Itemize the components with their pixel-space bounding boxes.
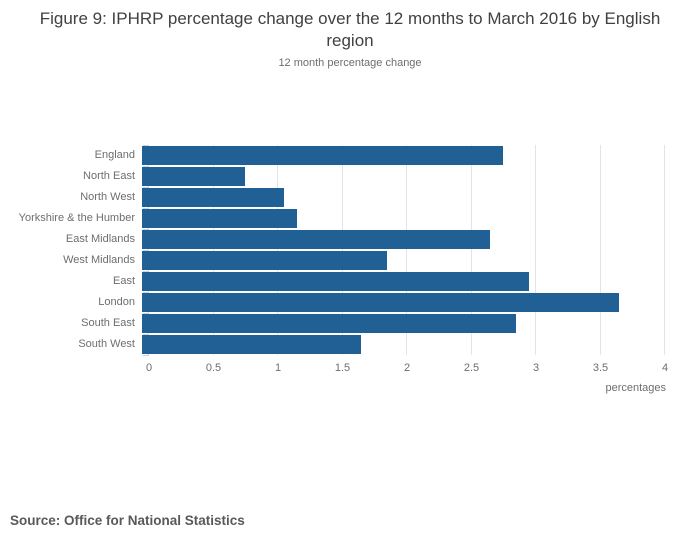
bar-track — [142, 208, 658, 229]
bar-row: South West — [0, 334, 700, 355]
gridline — [470, 145, 472, 355]
bar-track — [142, 250, 658, 271]
plot-area: England North East North West Yorkshire & t… — [0, 145, 700, 356]
bar-track — [142, 229, 658, 250]
y-axis-tick — [143, 313, 149, 314]
y-axis-tick — [143, 334, 149, 335]
chart-subtitle: 12 month percentage change — [278, 57, 422, 69]
category-label: East Midlands — [65, 233, 135, 245]
x-axis-tick-label: 3.5 — [592, 362, 609, 374]
bar — [142, 146, 504, 165]
y-axis-tick — [143, 208, 149, 209]
y-axis-tick — [143, 271, 149, 272]
category-label: East — [112, 275, 135, 287]
bar-row: East — [0, 271, 700, 292]
y-axis-tick — [143, 250, 149, 251]
category-label: North East — [83, 170, 135, 182]
x-axis-tick-label: 2.5 — [463, 362, 480, 374]
y-axis-tick — [143, 187, 149, 188]
x-axis-tick-labels: 0 0.5 1 1.5 2 2.5 3 3.5 4 — [0, 362, 700, 376]
x-axis-tick-label: 4 — [661, 362, 669, 374]
y-axis-tick — [143, 229, 149, 230]
bar — [142, 188, 284, 207]
bar — [142, 314, 517, 333]
bar-rows: England North East North West Yorkshire & t… — [0, 145, 700, 355]
bar-row: England — [0, 145, 700, 166]
category-label: West Midlands — [63, 254, 135, 266]
x-axis-tick-label: 1 — [274, 362, 282, 374]
x-axis-tick-label: 2 — [403, 362, 411, 374]
y-axis-tick — [143, 292, 149, 293]
x-axis-tick-label: 3 — [532, 362, 540, 374]
x-axis-tick-label: 0 — [145, 362, 153, 374]
y-axis-tick — [143, 145, 149, 146]
source-note: Source: Office for National Statistics — [10, 513, 245, 528]
category-label: South East — [81, 317, 135, 329]
bar-track — [142, 271, 658, 292]
bar — [142, 209, 297, 228]
gridline — [341, 145, 343, 355]
category-label: South West — [78, 338, 135, 350]
y-axis-tick — [143, 355, 149, 356]
bar — [142, 251, 388, 270]
bar — [142, 335, 362, 354]
gridline — [664, 145, 665, 355]
gridlines — [149, 145, 665, 355]
category-label: London — [98, 296, 135, 308]
bar-row: South East — [0, 313, 700, 334]
gridline — [599, 145, 601, 355]
bar — [142, 272, 529, 291]
bar-row: Yorkshire & the Humber — [0, 208, 700, 229]
chart-title: Figure 9: IPHRP percentage change over t… — [39, 9, 661, 50]
bar-row: North West — [0, 187, 700, 208]
bar-row: East Midlands — [0, 229, 700, 250]
bar-track — [142, 334, 658, 355]
bar-track — [142, 187, 658, 208]
bar-track — [142, 313, 658, 334]
x-axis-tick-label: 1.5 — [334, 362, 351, 374]
bar-row: West Midlands — [0, 250, 700, 271]
bar-row: London — [0, 292, 700, 313]
category-label: North West — [80, 191, 135, 203]
gridline — [277, 145, 278, 355]
x-axis-tick-label: 0.5 — [205, 362, 222, 374]
bar-track — [142, 166, 658, 187]
gridline — [535, 145, 536, 355]
x-axis-label: percentages — [605, 382, 666, 394]
category-label: Yorkshire & the Humber — [18, 212, 135, 224]
bar-track — [142, 145, 658, 166]
bar — [142, 167, 246, 186]
y-axis-tick — [143, 166, 149, 167]
bar — [142, 293, 620, 312]
bar — [142, 230, 491, 249]
gridline — [406, 145, 407, 355]
bar-row: North East — [0, 166, 700, 187]
gridline — [212, 145, 214, 355]
category-label: England — [94, 149, 135, 161]
bar-track — [142, 292, 658, 313]
